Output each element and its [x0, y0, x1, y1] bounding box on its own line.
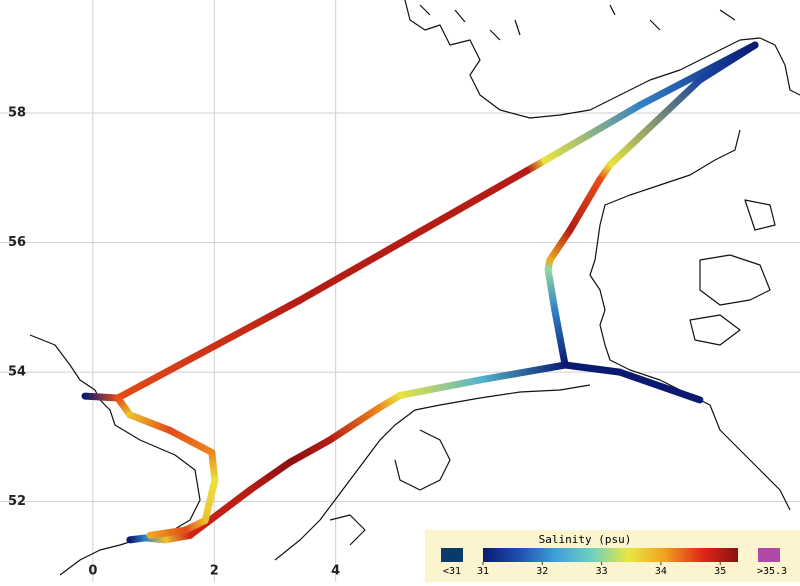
coast-danish-islands [689, 199, 776, 346]
track-segment [696, 41, 759, 84]
track-segment [544, 266, 559, 314]
y-tick-label: 58 [8, 106, 26, 121]
coast-norway-islands [419, 4, 736, 41]
coast-netherlands [274, 384, 591, 561]
track-segment [606, 76, 704, 169]
track-segment [201, 476, 219, 524]
track-segment [126, 534, 149, 544]
track-segment [396, 376, 484, 399]
coast-england [29, 334, 201, 576]
track-segment [81, 392, 122, 402]
high-label: >35.3 [757, 566, 787, 577]
x-tick-label: 2 [210, 564, 219, 579]
track-segment [246, 458, 294, 494]
track-segment [296, 166, 532, 304]
x-tick-label: 0 [88, 564, 97, 579]
x-tick-label: 4 [331, 564, 340, 579]
coast-netherlands-inner [329, 429, 451, 546]
legend-title: Salinity (psu) [539, 533, 632, 546]
low-swatch [441, 548, 463, 562]
track-segment [146, 526, 189, 539]
colorbar-label: 31 [477, 566, 489, 577]
coast-norway [404, 0, 800, 119]
track-segment [616, 368, 704, 404]
track-segment [566, 176, 604, 234]
track-segment [126, 411, 174, 434]
colorbar-label: 32 [536, 566, 548, 577]
track-segment [186, 486, 254, 539]
track-segment [561, 361, 624, 376]
track-segment [161, 531, 194, 544]
low-label: <31 [443, 566, 461, 577]
y-tick-label: 56 [8, 235, 26, 250]
y-tick-label: 52 [8, 494, 26, 509]
track-segment [181, 516, 209, 534]
track-segment [166, 426, 216, 456]
track-segment [476, 361, 569, 384]
track-segment [286, 436, 334, 466]
track-segment [551, 306, 569, 369]
coast-denmark [589, 129, 791, 511]
track-segment [114, 296, 304, 402]
track-segment [546, 226, 574, 264]
y-tick-label: 54 [8, 365, 26, 380]
colorbar-label: 35 [714, 566, 726, 577]
track-segment [541, 101, 644, 164]
high-swatch [758, 548, 780, 562]
track-segment [208, 448, 219, 484]
colorbar-label: 34 [655, 566, 667, 577]
coastlines [29, 0, 800, 576]
track-segment [326, 404, 382, 444]
colorbar-label: 33 [596, 566, 608, 577]
colorbar [483, 548, 738, 562]
track-segment [374, 391, 404, 412]
